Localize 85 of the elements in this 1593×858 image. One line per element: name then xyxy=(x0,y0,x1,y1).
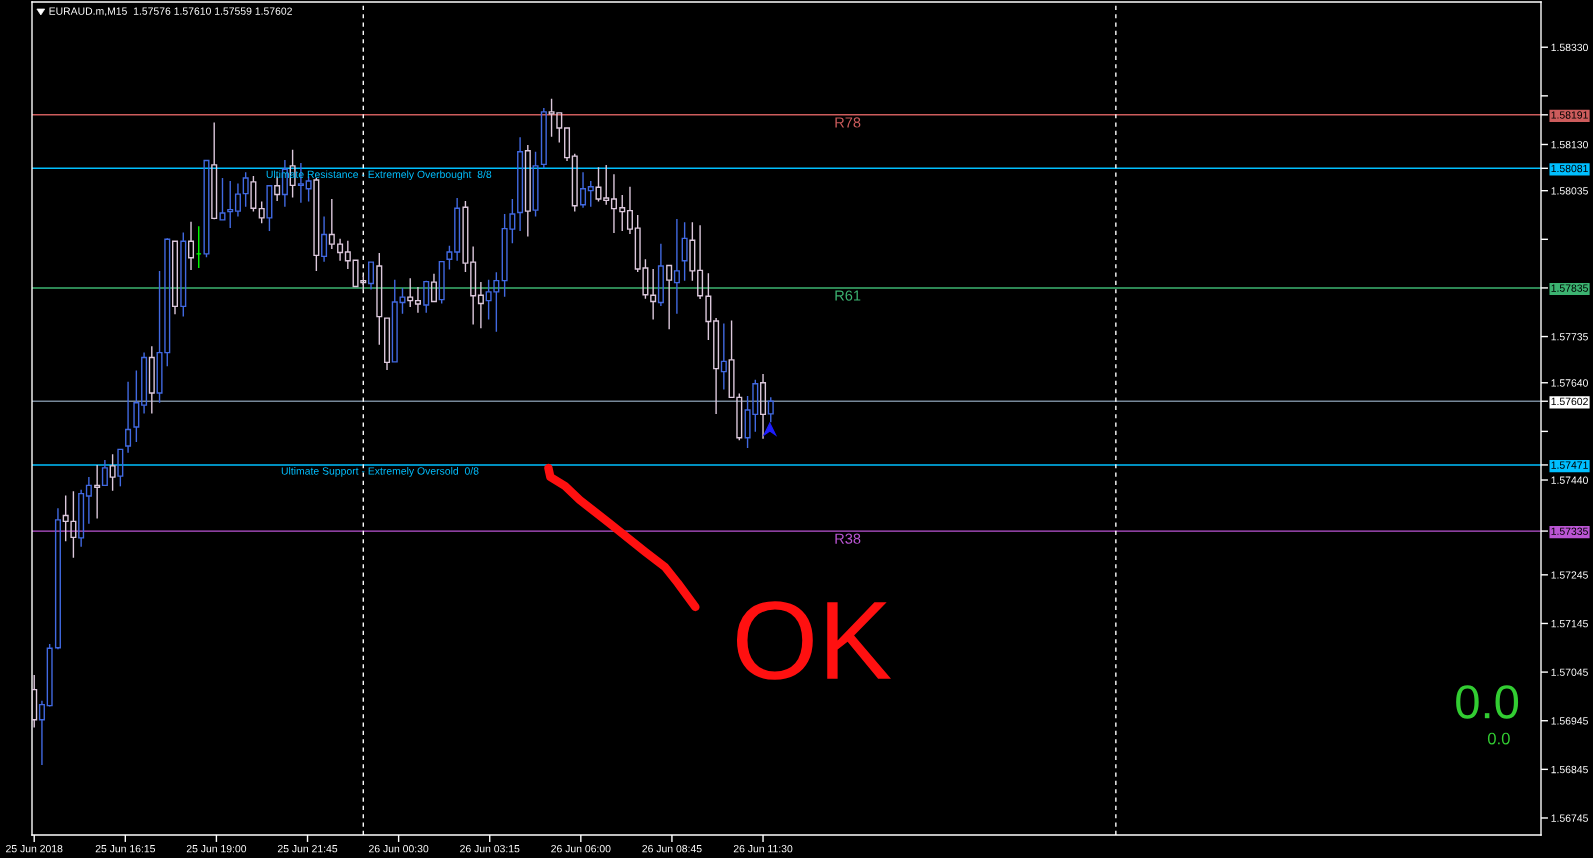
candlestick xyxy=(133,369,140,443)
candlestick xyxy=(368,261,375,291)
candlestick xyxy=(234,182,241,218)
candlestick xyxy=(384,317,391,371)
y-tick-label: 1.57440 xyxy=(1551,476,1588,484)
y-tick-label: 1.56745 xyxy=(1551,814,1588,822)
candlestick xyxy=(705,272,712,341)
candlestick xyxy=(109,453,116,492)
ref-line-label: R78 xyxy=(835,117,861,128)
y-tick-label: 1.57335 xyxy=(1551,527,1588,535)
candlestick xyxy=(477,281,484,329)
candlestick xyxy=(219,177,226,221)
ref-line-label: R38 xyxy=(835,533,861,544)
candlestick xyxy=(171,240,179,315)
candlestick xyxy=(626,186,633,235)
candlestick xyxy=(328,198,335,250)
candlestick xyxy=(188,221,195,271)
y-tick-label: 1.56845 xyxy=(1551,765,1588,774)
candlestick xyxy=(32,674,38,729)
candlestick xyxy=(720,322,727,391)
candlestick xyxy=(610,173,617,234)
y-tick-label: 1.57602 xyxy=(1551,397,1588,406)
y-tick-label: 1.57471 xyxy=(1551,461,1588,469)
candlestick xyxy=(760,373,767,440)
candlestick xyxy=(564,127,571,162)
candlestick xyxy=(414,286,421,314)
annotation: 0.0 xyxy=(1456,685,1519,719)
candlestick xyxy=(85,476,92,525)
y-tick-label: 1.58035 xyxy=(1551,187,1588,195)
candlestick xyxy=(101,459,108,487)
x-tick-label: 25 Jun 19:00 xyxy=(186,845,247,853)
x-tick-label: 25 Jun 2018 xyxy=(6,845,63,853)
candlestick xyxy=(657,242,664,307)
candlestick xyxy=(321,215,328,263)
x-tick-label: 25 Jun 16:15 xyxy=(95,845,155,853)
candlestick xyxy=(180,231,187,318)
y-tick-label: 1.58330 xyxy=(1551,43,1588,52)
candlestick xyxy=(713,317,720,415)
candlestick xyxy=(524,144,531,238)
y-tick-label: 1.57835 xyxy=(1551,284,1588,292)
y-tick-label: 1.57640 xyxy=(1551,379,1588,387)
x-tick-label: 26 Jun 11:30 xyxy=(733,845,793,853)
candlestick xyxy=(38,700,45,766)
candlestick xyxy=(242,171,249,208)
y-tick-label: 1.57245 xyxy=(1551,571,1588,579)
candlestick xyxy=(532,151,539,218)
ref-line-label: R61 xyxy=(835,290,861,301)
ref-line-label: Ultimate Support - Extremely Oversold 0/8 xyxy=(281,467,479,477)
candlestick xyxy=(54,507,61,649)
candlestick xyxy=(580,171,587,209)
candlestick xyxy=(344,240,351,270)
x-tick-label: 25 Jun 21:45 xyxy=(277,845,338,853)
annotation: OK xyxy=(736,601,891,680)
candlestick xyxy=(666,264,673,330)
y-tick-label: 1.57735 xyxy=(1551,333,1588,341)
candlestick xyxy=(689,221,696,282)
candlestick xyxy=(470,245,477,326)
candlestick xyxy=(211,121,218,220)
candlestick xyxy=(148,345,155,415)
annotation: 0.0 xyxy=(1487,732,1510,745)
x-tick-label: 26 Jun 00:30 xyxy=(369,845,429,853)
y-tick-label: 1.56945 xyxy=(1551,717,1588,725)
candlestick xyxy=(125,381,132,454)
x-tick-label: 26 Jun 08:45 xyxy=(642,845,702,853)
y-tick-label: 1.58191 xyxy=(1551,111,1588,119)
candlestick xyxy=(681,221,688,282)
chart-title: EURAUD.m,M15 1.57576 1.57610 1.57559 1.57602 xyxy=(49,7,292,17)
candlestick xyxy=(673,218,680,315)
x-tick-label: 26 Jun 06:00 xyxy=(551,845,611,853)
y-tick-label: 1.57045 xyxy=(1551,668,1588,676)
y-tick-label: 1.58081 xyxy=(1551,164,1588,173)
candlestick xyxy=(337,238,344,262)
x-tick-label: 26 Jun 03:15 xyxy=(460,845,520,853)
candlestick xyxy=(430,273,437,303)
candlestick xyxy=(407,277,414,308)
candlestick xyxy=(697,224,704,300)
candlestick xyxy=(78,489,85,548)
candlestick xyxy=(454,197,461,262)
candlestick xyxy=(376,252,383,346)
candlestick xyxy=(540,107,547,170)
candlestick xyxy=(650,268,657,321)
candlestick xyxy=(517,136,524,232)
y-tick-label: 1.57145 xyxy=(1551,620,1588,628)
candlestick xyxy=(141,351,148,415)
y-tick-label: 1.58130 xyxy=(1551,140,1588,149)
